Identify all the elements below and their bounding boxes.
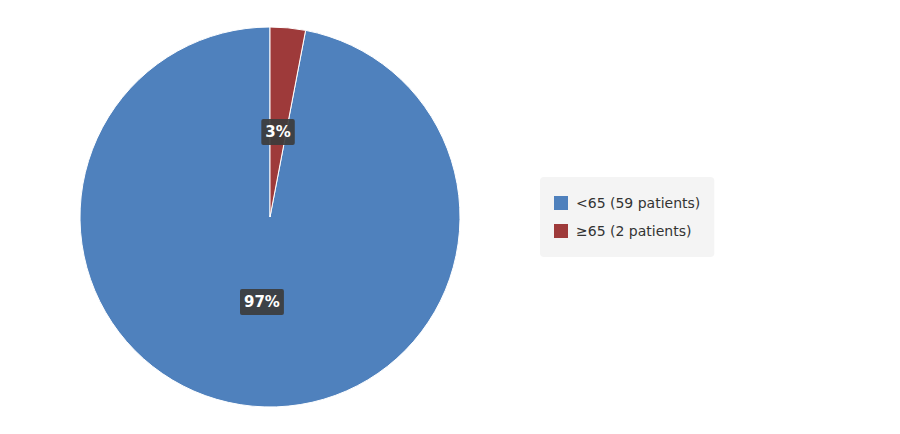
chart-svg: 97% 3% <65 (59 patients) ≥65 (2 patients) [0,0,900,434]
legend-background [540,177,714,257]
data-label-background [240,289,284,315]
data-label: 3% [265,123,290,141]
legend-swatch [554,224,568,238]
pie-slice [80,27,460,407]
slices [80,27,460,407]
legend-label: ≥65 (2 patients) [576,223,691,239]
data-label-background [261,119,294,145]
data-label-group: 3% [261,119,294,145]
data-label: 97% [244,293,280,311]
data-label-group: 97% [240,289,284,315]
legend-swatch [554,196,568,210]
data-labels: 97% 3% [240,119,295,315]
legend: <65 (59 patients) ≥65 (2 patients) [540,177,714,257]
legend-label: <65 (59 patients) [576,195,700,211]
chart-container: 97% 3% <65 (59 patients) ≥65 (2 patients) [0,0,900,434]
